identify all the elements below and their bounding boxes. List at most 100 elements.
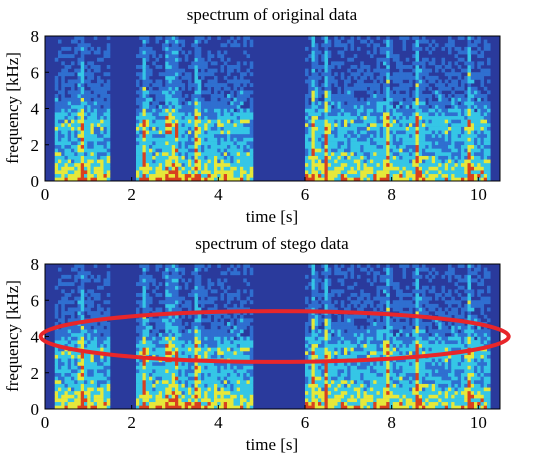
spectrogram-cell: [223, 343, 228, 348]
spectrogram-cell: [71, 101, 75, 106]
spectrogram-cell: [106, 104, 111, 109]
spectrogram-cell: [227, 369, 231, 374]
spectrogram-cell: [84, 365, 88, 370]
spectrogram-cell: [142, 380, 147, 384]
spectrogram-cell: [340, 72, 345, 77]
spectrogram-cell: [97, 340, 101, 345]
spectrogram-cell: [324, 159, 329, 164]
spectrogram-cell: [405, 162, 410, 167]
spectrogram-cell: [353, 65, 358, 69]
spectrogram-cell: [220, 101, 225, 106]
spectrogram-cell: [370, 101, 374, 106]
spectrogram-cell: [477, 166, 481, 171]
spectrogram-cell: [470, 144, 475, 149]
spectrogram-cell: [149, 112, 153, 117]
spectrogram-cell: [184, 170, 189, 175]
spectrogram-cell: [230, 68, 234, 73]
spectrogram-cell: [181, 376, 186, 381]
spectrogram-cell: [334, 72, 338, 77]
spectrogram-cell: [227, 293, 231, 297]
spectrogram-cell: [435, 144, 439, 149]
spectrogram-cell: [97, 293, 101, 297]
spectrogram-cell: [344, 133, 348, 138]
spectrogram-cell: [366, 90, 371, 95]
spectrogram-cell: [84, 115, 88, 120]
spectrogram-cell: [71, 369, 75, 374]
spectrogram-cell: [165, 289, 169, 294]
spectrogram-cell: [379, 50, 384, 55]
spectrogram-cell: [84, 166, 88, 171]
spectrogram-cell: [441, 101, 446, 106]
spectrogram-cell: [152, 376, 156, 381]
spectrogram-cell: [431, 159, 436, 164]
spectrogram-cell: [223, 137, 228, 142]
spectrogram-cell: [425, 177, 429, 182]
spectrogram-cell: [64, 46, 69, 51]
spectrogram-cell: [165, 104, 169, 109]
spectrogram-cell: [350, 46, 355, 51]
spectrogram-cell: [230, 159, 234, 164]
spectrogram-cell: [470, 126, 475, 131]
spectrogram-cell: [155, 126, 160, 131]
spectrogram-cell: [97, 104, 101, 109]
spectrogram-cell: [363, 162, 368, 167]
spectrogram-cell: [448, 50, 452, 55]
spectrogram-cell: [347, 79, 351, 84]
spectrogram-cell: [54, 177, 59, 182]
spectrogram-cell: [314, 43, 319, 48]
spectrogram-cell: [100, 369, 104, 374]
spectrogram-cell: [168, 108, 173, 113]
spectrogram-cell: [480, 133, 485, 138]
spectrogram-cell: [409, 83, 413, 88]
spectrogram-cell: [214, 347, 218, 352]
spectrogram-cell: [483, 166, 488, 171]
spectrogram-cell: [175, 354, 179, 359]
spectrogram-cell: [347, 119, 351, 124]
spectrogram-cell: [165, 274, 169, 279]
spectrogram-cell: [340, 112, 345, 117]
spectrogram-cell: [106, 343, 111, 348]
spectrogram-cell: [178, 162, 182, 167]
spectrogram-cell: [353, 119, 358, 124]
spectrogram-cell: [197, 318, 202, 323]
spectrogram-cell: [464, 68, 468, 73]
spectrogram-cell: [152, 159, 156, 164]
spectrogram-cell: [347, 148, 351, 153]
spectrogram-cell: [149, 383, 153, 388]
spectrogram-cell: [402, 144, 407, 149]
spectrogram-cell: [220, 340, 225, 345]
spectrogram-cell: [194, 293, 199, 297]
spectrogram-cell: [233, 148, 238, 153]
spectrogram-cell: [327, 104, 332, 109]
spectrogram-cell: [376, 141, 381, 146]
spectrogram-cell: [227, 387, 231, 392]
spectrogram-cell: [217, 123, 221, 127]
spectrogram-cell: [80, 170, 85, 175]
spectrogram-cell: [210, 177, 215, 182]
spectrogram-cell: [457, 133, 462, 138]
spectrogram-cell: [139, 119, 143, 124]
spectrogram-cell: [240, 170, 244, 175]
spectrogram-cell: [181, 351, 186, 355]
spectrogram-cell: [74, 159, 78, 164]
spectrogram-cell: [318, 130, 322, 135]
spectrogram-cell: [373, 68, 377, 73]
spectrogram-cell: [305, 133, 309, 138]
spectrogram-cell: [136, 383, 140, 388]
spectrogram-cell: [210, 144, 215, 149]
y-tick-label: 2: [31, 136, 40, 155]
spectrogram-cell: [418, 86, 423, 91]
spectrogram-cell: [64, 383, 69, 388]
spectrogram-cell: [145, 104, 150, 109]
spectrogram-cell: [84, 390, 88, 395]
spectrogram-cell: [431, 101, 436, 106]
spectrogram-cell: [227, 285, 231, 290]
spectrogram-cell: [405, 148, 410, 153]
spectrogram-cell: [207, 79, 212, 84]
spectrogram-cell: [178, 94, 182, 98]
spectrogram-cell: [441, 126, 446, 131]
spectrogram-cell: [441, 123, 446, 127]
spectrogram-cell: [145, 401, 150, 406]
spectrogram-cell: [405, 130, 410, 135]
